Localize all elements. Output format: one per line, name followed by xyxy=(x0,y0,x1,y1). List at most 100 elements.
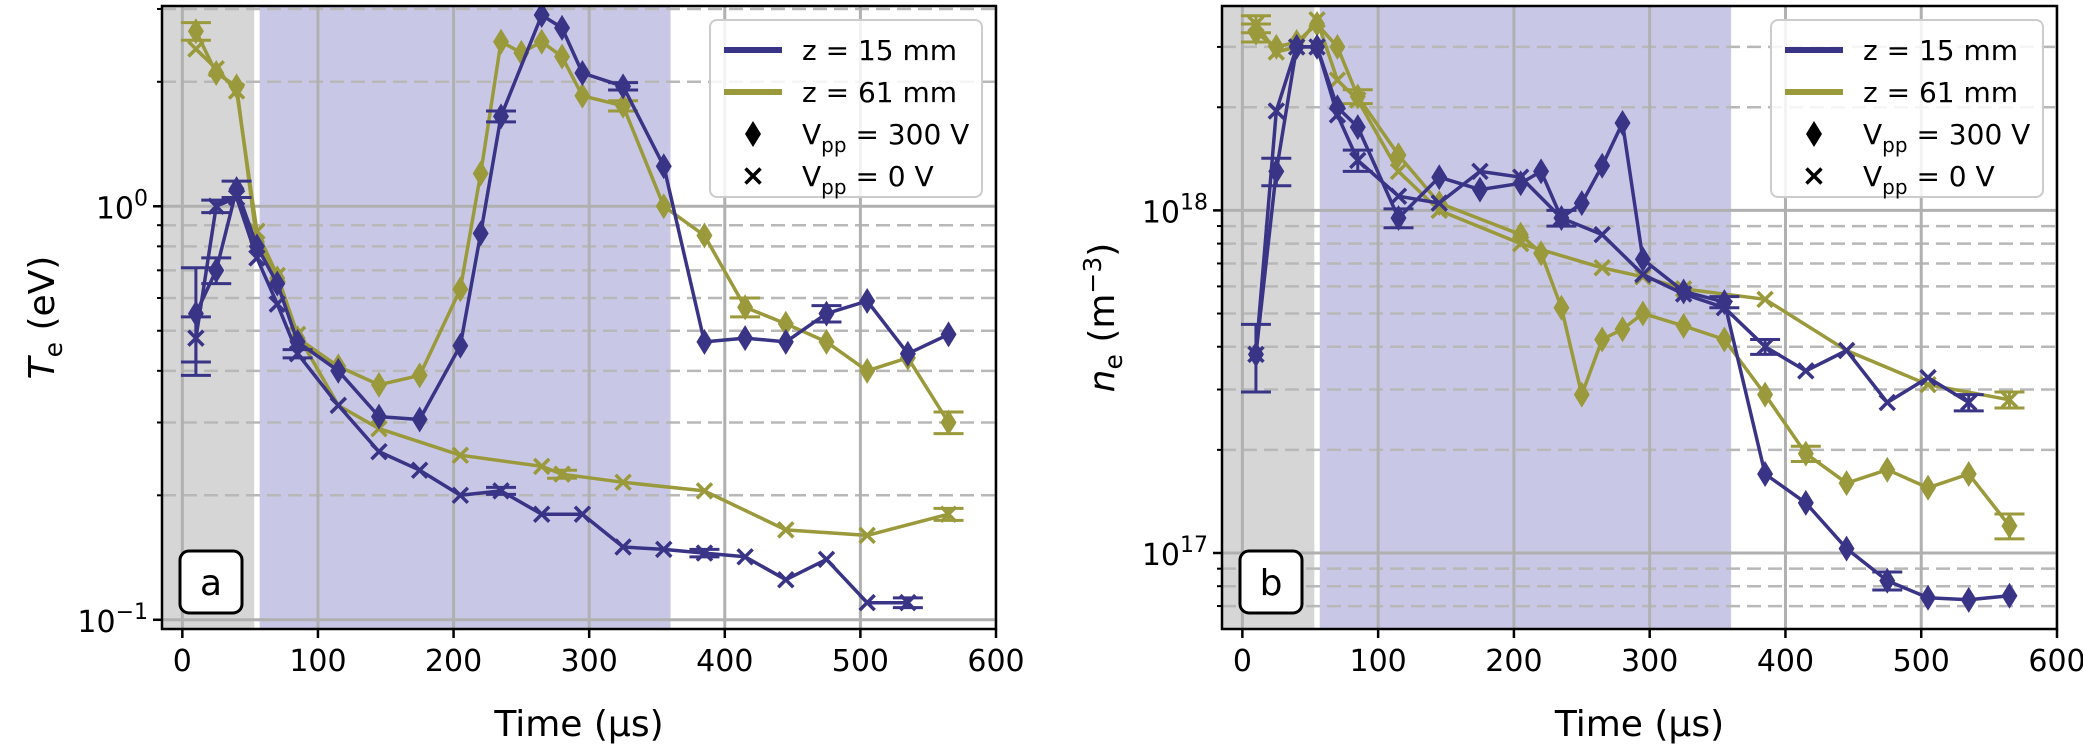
x-marker xyxy=(899,593,917,612)
diamond-marker xyxy=(696,222,713,249)
y-tick-label: 1017 xyxy=(1142,533,1208,573)
series-z-15-mm-vpp-0 xyxy=(180,188,923,612)
x-marker xyxy=(1308,11,1326,29)
panel-label-box xyxy=(1238,549,1304,615)
x-axis-label: Time (µs) xyxy=(1554,704,1724,745)
diamond-marker xyxy=(1716,326,1733,353)
diamond-marker xyxy=(370,371,387,398)
x-marker xyxy=(1308,38,1326,56)
x-tick-label: 400 xyxy=(1757,644,1814,679)
diamond-marker xyxy=(208,257,225,284)
x-marker xyxy=(614,538,632,556)
diamond-marker xyxy=(1838,535,1855,562)
y-axis-label: ne (m−3) xyxy=(1078,243,1128,393)
x-marker xyxy=(370,442,388,461)
x-marker xyxy=(1552,209,1571,227)
x-tick-label: 200 xyxy=(425,644,482,679)
x-marker xyxy=(655,540,673,559)
axes-frame xyxy=(160,4,998,631)
diamond-marker xyxy=(1533,158,1550,185)
x-marker xyxy=(858,526,876,545)
legend-label-vpp0: Vpp = 0 V xyxy=(1863,160,1995,199)
x-marker xyxy=(614,473,632,492)
x-tick-label: 300 xyxy=(1621,644,1678,679)
legend-label-vpp0: Vpp = 0 V xyxy=(802,160,934,199)
diamond-marker xyxy=(1757,461,1774,488)
x-marker xyxy=(248,249,266,267)
x-tick-label: 600 xyxy=(967,644,1024,679)
diamond-marker xyxy=(777,310,794,337)
x-marker xyxy=(451,486,470,505)
y-tick-label: 1018 xyxy=(1142,190,1208,230)
x-marker xyxy=(288,344,307,363)
diamond-marker xyxy=(493,103,510,130)
x-marker xyxy=(1593,225,1611,244)
x-marker xyxy=(227,82,246,100)
diamond-marker xyxy=(1553,294,1570,321)
x-marker xyxy=(1756,290,1774,309)
x-tick-label: 100 xyxy=(289,644,346,679)
diamond-marker xyxy=(330,357,347,384)
legend-label-z61: z = 61 mm xyxy=(802,76,957,109)
diamond-marker xyxy=(1797,440,1814,467)
diamond-marker xyxy=(2001,512,2018,539)
diamond-marker xyxy=(574,82,591,109)
diamond-marker xyxy=(411,406,428,433)
x-marker xyxy=(1267,43,1286,61)
x-tick-label: 200 xyxy=(1485,644,1542,679)
panel-label: a xyxy=(200,563,222,604)
axes-frame xyxy=(1220,4,2059,631)
diamond-marker xyxy=(655,193,672,220)
diamond-marker xyxy=(187,18,204,45)
x-tick-label: 500 xyxy=(832,644,889,679)
legend-x-icon xyxy=(744,167,762,185)
x-marker xyxy=(1593,259,1611,277)
x-marker xyxy=(695,482,714,500)
x-marker xyxy=(858,593,876,612)
diamond-marker xyxy=(554,14,571,41)
y-tick-label: 100 xyxy=(96,186,148,226)
x-tick-label: 100 xyxy=(1350,644,1407,679)
legend-label-z15: z = 15 mm xyxy=(802,34,957,67)
x-marker xyxy=(187,329,205,347)
x-marker xyxy=(2000,391,2019,409)
x-marker xyxy=(1511,168,1530,186)
x-marker xyxy=(1430,194,1448,212)
diamond-marker xyxy=(940,409,957,436)
diamond-marker xyxy=(554,43,571,70)
diamond-marker xyxy=(696,328,713,355)
x-marker xyxy=(1430,201,1448,220)
x-marker xyxy=(1471,162,1489,181)
x-marker xyxy=(492,482,510,500)
legend-diamond-icon xyxy=(1806,121,1822,147)
x-marker xyxy=(1389,187,1408,205)
diamond-marker xyxy=(1431,164,1448,191)
y-axis-label: Te (eV) xyxy=(22,256,68,380)
x-marker xyxy=(268,295,287,313)
diamond-marker xyxy=(1573,381,1590,408)
x-marker xyxy=(532,457,551,476)
diamond-marker xyxy=(1614,109,1631,136)
diamond-marker xyxy=(737,294,754,321)
diamond-marker xyxy=(1716,289,1733,316)
x-marker xyxy=(207,197,225,216)
diamond-marker xyxy=(1879,456,1896,483)
diamond-marker xyxy=(1920,584,1937,611)
diamond-marker xyxy=(493,28,510,55)
x-tick-label: 500 xyxy=(1893,644,1950,679)
diamond-marker xyxy=(1268,33,1285,60)
legend-diamond-icon xyxy=(745,121,761,147)
chart-panel-b: 0 100 200 300 400 500 600 1017 1018 Time (µs) ne (… xyxy=(1078,4,2083,745)
panel-label-box xyxy=(178,549,244,615)
plot-area xyxy=(1222,6,2057,629)
diamond-marker xyxy=(1920,474,1937,501)
x-marker xyxy=(329,396,348,415)
x-marker xyxy=(1634,265,1652,284)
x-marker xyxy=(1960,393,1978,412)
x-marker xyxy=(187,40,205,58)
panel-label: b xyxy=(1260,563,1283,604)
diamond-marker xyxy=(1879,567,1896,594)
diamond-marker xyxy=(655,153,672,180)
legend-box xyxy=(1770,19,2044,198)
diamond-marker xyxy=(818,300,835,327)
